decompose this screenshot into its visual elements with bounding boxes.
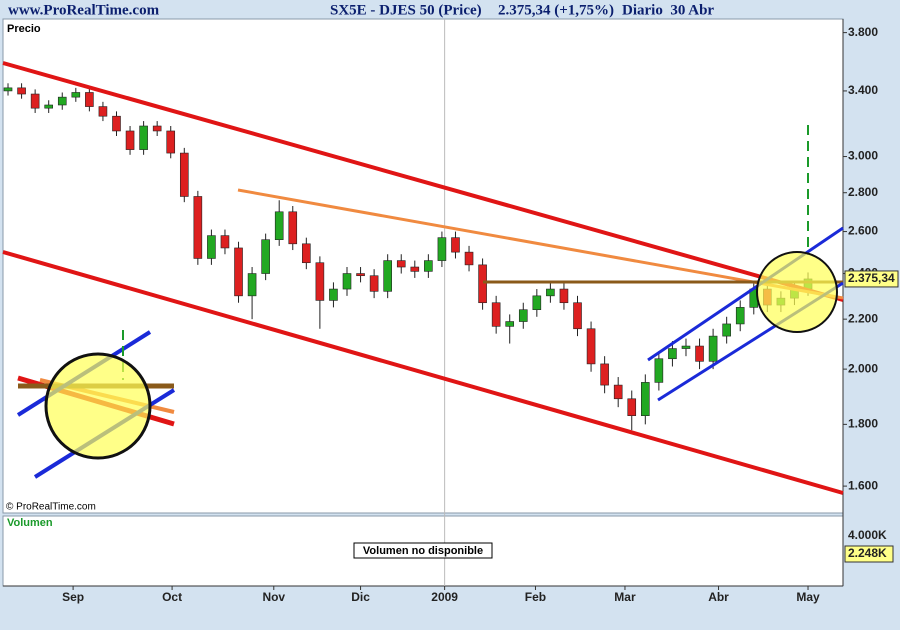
candle-body <box>369 275 379 292</box>
y-tick-label: 2.200 <box>848 311 878 325</box>
candles <box>3 19 813 586</box>
candle-body <box>125 130 135 150</box>
highlight-circle <box>756 251 838 333</box>
volume-label: Volumen <box>7 517 53 529</box>
y-tick-label: 2.800 <box>848 185 878 199</box>
candle-body <box>3 87 13 92</box>
candle-body <box>668 348 677 360</box>
candle-body <box>112 115 121 132</box>
candle-body <box>30 93 40 109</box>
candle-body <box>85 92 94 107</box>
candle-body <box>722 323 731 337</box>
y-tick-label: 3.400 <box>848 83 878 97</box>
candle-body <box>695 345 704 362</box>
candle-body <box>98 106 108 117</box>
candle-body <box>274 211 284 241</box>
candle-body <box>478 264 487 304</box>
chart-title: SX5E - DJES 50 (Price) <box>330 2 482 18</box>
candle-body <box>329 288 338 301</box>
candle-body <box>193 196 203 259</box>
candle-body <box>166 130 176 154</box>
x-tick-label: Nov <box>262 590 285 604</box>
candle-body <box>247 273 257 297</box>
candle-body <box>600 363 609 386</box>
y-tick-label: 1.600 <box>848 478 878 492</box>
change-label: 2.375,34 (+1,75%) <box>498 2 614 18</box>
message-box <box>353 542 493 559</box>
candle-body <box>613 384 623 400</box>
price-tag <box>844 270 899 288</box>
x-tick-label: Abr <box>708 590 729 604</box>
candle-body <box>708 335 718 362</box>
candle-body <box>342 273 352 290</box>
candle-body <box>152 125 162 132</box>
candle-body <box>410 266 420 272</box>
candle-body <box>288 211 298 245</box>
period-label: Diario 30 Abr <box>622 2 714 18</box>
y-tick-label: 3.800 <box>848 25 878 39</box>
candle-body <box>451 237 460 253</box>
candle-body <box>139 125 148 150</box>
price-tag-label: 2.375,34 <box>848 271 895 285</box>
candle-body <box>261 239 270 274</box>
y-tick-label: 2.000 <box>848 361 878 375</box>
candle-body <box>207 235 216 259</box>
candle-body <box>220 235 230 249</box>
candle-body <box>396 260 406 268</box>
candle-body <box>532 295 542 311</box>
x-tick-label: Dic <box>351 590 370 604</box>
candle-body <box>654 358 664 383</box>
x-tick-label: Mar <box>614 590 636 604</box>
y-tick-label: 2.600 <box>848 224 878 238</box>
x-tick-label: May <box>796 590 820 604</box>
site-name: www.ProRealTime.com <box>8 2 160 18</box>
y-tick-label: 1.800 <box>848 417 878 431</box>
candle-body <box>681 345 691 349</box>
copyright: © ProRealTime.com <box>6 502 96 513</box>
panel-label: Precio <box>7 23 41 35</box>
candle-body <box>234 247 243 297</box>
candle-body <box>627 398 637 416</box>
channel-line <box>647 226 844 362</box>
volume-tag <box>844 545 894 563</box>
x-tick-label: Oct <box>162 590 182 604</box>
candle-body <box>586 328 596 365</box>
inset <box>12 330 176 479</box>
candle-body <box>57 96 67 106</box>
x-tick-label: Feb <box>525 590 546 604</box>
trend-line <box>2 61 844 302</box>
y-tick-label: 3.000 <box>848 149 878 163</box>
x-tick-label: 2009 <box>431 590 458 604</box>
x-tick-label: Sep <box>62 590 84 604</box>
candle-body <box>559 288 569 304</box>
candle-body <box>71 92 81 98</box>
candle-body <box>17 87 26 95</box>
trend-line <box>237 188 844 300</box>
candle-body <box>302 243 311 264</box>
candle-body <box>437 237 447 261</box>
candle-body <box>491 302 501 327</box>
candle-body <box>179 152 189 197</box>
candle-body <box>44 104 53 109</box>
candle-body <box>315 262 325 301</box>
candle-body <box>356 273 365 277</box>
candle-body <box>464 251 474 266</box>
candle-body <box>546 288 555 297</box>
inset-circle <box>44 352 152 460</box>
candle-body <box>505 321 515 327</box>
trend-line <box>2 250 844 495</box>
candle-body <box>641 382 650 416</box>
trend-lines <box>2 61 844 495</box>
volume-tag-label: 2.248K <box>848 546 887 560</box>
volume-tick-label: 4.000K <box>848 528 887 542</box>
candle-body <box>518 309 528 322</box>
candle-body <box>735 307 745 325</box>
candle-body <box>424 260 433 272</box>
volume-message: Volumen no disponible <box>363 545 483 557</box>
candle-body <box>383 260 392 292</box>
candle-body <box>573 302 582 330</box>
